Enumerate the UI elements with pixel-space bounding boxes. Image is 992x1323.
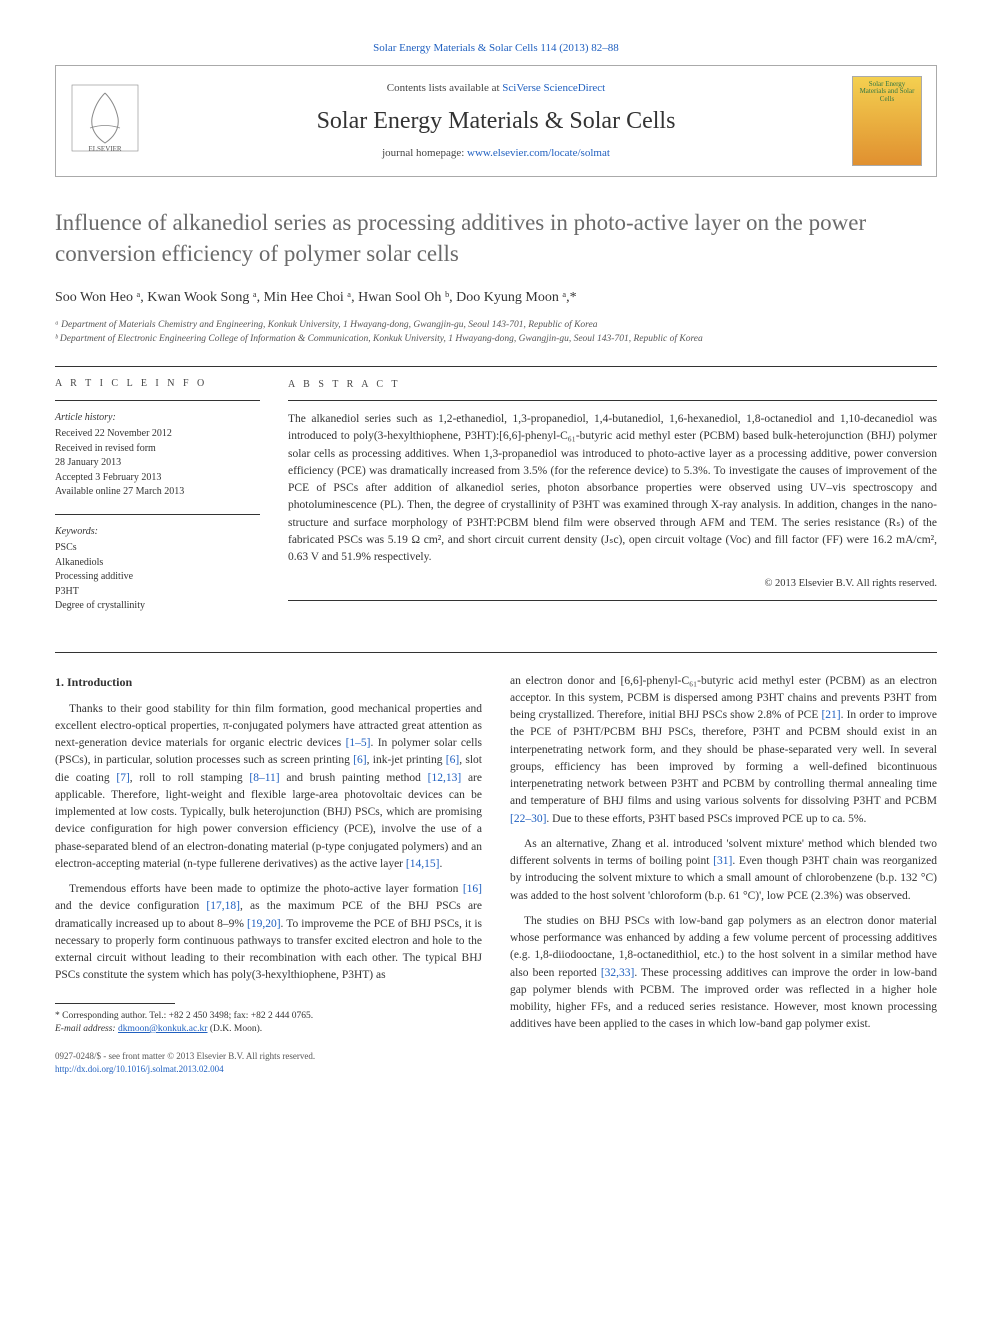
journal-citation: Solar Energy Materials & Solar Cells 114… (55, 40, 937, 57)
keyword: Processing additive (55, 570, 260, 585)
divider (288, 600, 937, 601)
authors-list: Soo Won Heo ᵃ, Kwan Wook Song ᵃ, Min Hee… (55, 287, 937, 308)
citation-link[interactable]: [16] (463, 883, 482, 895)
elsevier-logo: ELSEVIER (70, 83, 140, 159)
email-link[interactable]: dkmoon@konkuk.ac.kr (118, 1024, 208, 1034)
history-title: Article history: (55, 411, 260, 426)
divider (55, 652, 937, 653)
body-paragraph: Thanks to their good stability for thin … (55, 701, 482, 874)
keyword: Alkanediols (55, 556, 260, 571)
copyright: © 2013 Elsevier B.V. All rights reserved… (288, 576, 937, 592)
divider (55, 400, 260, 401)
keyword: PSCs (55, 541, 260, 556)
history-line: Accepted 3 February 2013 (55, 471, 260, 486)
article-title: Influence of alkanediol series as proces… (55, 207, 937, 269)
body-paragraph: an electron donor and [6,6]-phenyl-C₆₁-b… (510, 673, 937, 828)
scidirect-link[interactable]: SciVerse ScienceDirect (502, 82, 605, 94)
issn-line: 0927-0248/$ - see front matter © 2013 El… (55, 1050, 482, 1063)
abstract-head: A B S T R A C T (288, 377, 937, 392)
affiliation-b: ᵇ Department of Electronic Engineering C… (55, 332, 937, 346)
body-paragraph: The studies on BHJ PSCs with low-band ga… (510, 913, 937, 1034)
contents-available: Contents lists available at SciVerse Sci… (158, 80, 834, 97)
citation-link[interactable]: [22–30] (510, 813, 546, 825)
keyword: Degree of crystallinity (55, 599, 260, 614)
citation-link[interactable]: [19,20] (247, 918, 281, 930)
history-line: Received 22 November 2012 (55, 427, 260, 442)
body-paragraph: As an alternative, Zhang et al. introduc… (510, 836, 937, 905)
journal-name: Solar Energy Materials & Solar Cells (158, 103, 834, 139)
divider (55, 366, 937, 367)
citation-link[interactable]: [6] (446, 754, 459, 766)
citation-link[interactable]: [31] (713, 855, 732, 867)
doi-link[interactable]: http://dx.doi.org/10.1016/j.solmat.2013.… (55, 1064, 224, 1074)
affiliation-a: ᵃ Department of Materials Chemistry and … (55, 318, 937, 332)
citation-link[interactable]: [12,13] (428, 772, 462, 784)
keyword: P3HT (55, 585, 260, 600)
homepage-link[interactable]: www.elsevier.com/locate/solmat (467, 147, 610, 159)
journal-header: ELSEVIER Contents lists available at Sci… (55, 65, 937, 177)
citation-link[interactable]: [6] (353, 754, 366, 766)
citation-link[interactable]: [1–5] (346, 737, 371, 749)
journal-cover-icon: Solar Energy Materials and Solar Cells (852, 76, 922, 166)
footer: 0927-0248/$ - see front matter © 2013 El… (55, 1050, 482, 1075)
citation-link[interactable]: [14,15] (406, 858, 440, 870)
citation-link[interactable]: [32,33] (601, 967, 635, 979)
divider (288, 400, 937, 401)
article-info-head: A R T I C L E I N F O (55, 377, 260, 392)
history-line: Received in revised form (55, 442, 260, 457)
citation-link[interactable]: [7] (116, 772, 129, 784)
abstract-text: The alkanediol series such as 1,2-ethane… (288, 411, 937, 566)
divider (55, 514, 260, 515)
history-line: Available online 27 March 2013 (55, 485, 260, 500)
journal-homepage: journal homepage: www.elsevier.com/locat… (158, 145, 834, 162)
body-paragraph: Tremendous efforts have been made to opt… (55, 881, 482, 985)
footnote: * Corresponding author. Tel.: +82 2 450 … (55, 1010, 482, 1037)
corresponding-author: * Corresponding author. Tel.: +82 2 450 … (55, 1010, 482, 1023)
history-line: 28 January 2013 (55, 456, 260, 471)
svg-text:ELSEVIER: ELSEVIER (88, 145, 121, 153)
citation-link[interactable]: [21] (821, 709, 840, 721)
citation-link[interactable]: [8–11] (249, 772, 279, 784)
footnote-divider (55, 1003, 175, 1004)
section-heading: 1. Introduction (55, 673, 482, 691)
citation-link[interactable]: [17,18] (206, 900, 240, 912)
keywords-title: Keywords: (55, 525, 260, 540)
affiliations: ᵃ Department of Materials Chemistry and … (55, 318, 937, 347)
